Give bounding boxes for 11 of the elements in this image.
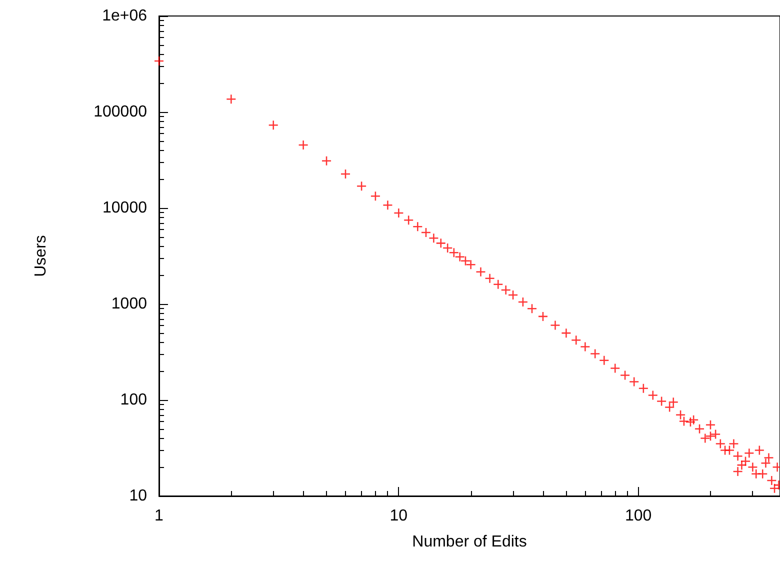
x-tick-label: 100 xyxy=(624,508,652,524)
y-tick-label: 10 xyxy=(129,488,148,504)
y-tick-label: 100 xyxy=(120,392,148,408)
x-tick-label: 1 xyxy=(154,508,164,524)
y-tick-label: 1e+06 xyxy=(102,8,148,24)
y-tick-label: 10000 xyxy=(102,200,148,216)
x-tick-label: 10 xyxy=(390,508,408,524)
y-tick-label: 100000 xyxy=(94,104,148,120)
y-axis-title: Users xyxy=(32,235,50,277)
x-axis-title: Number of Edits xyxy=(412,534,527,550)
y-tick-label: 1000 xyxy=(111,296,148,312)
